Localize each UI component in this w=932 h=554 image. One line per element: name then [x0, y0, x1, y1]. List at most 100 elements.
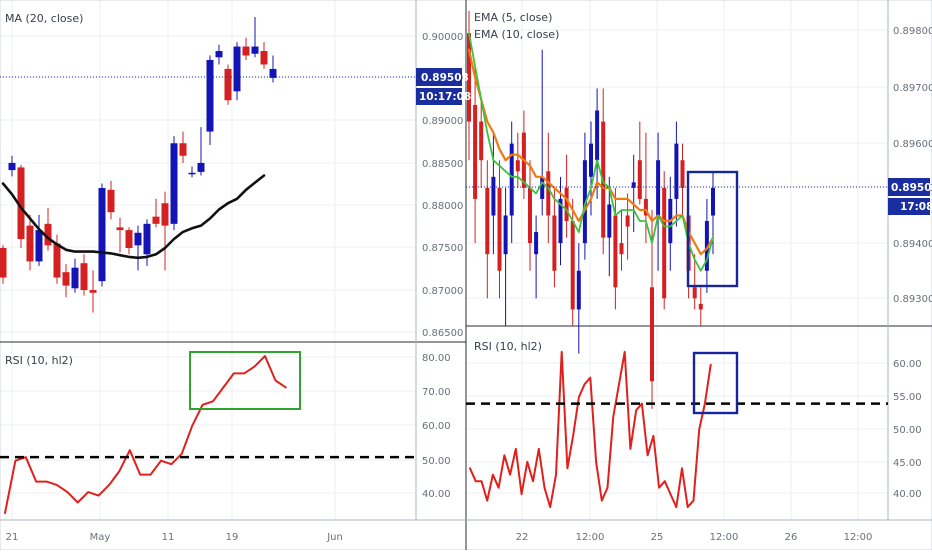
right-rsi-indicator-label[interactable]: RSI (10, hl2)	[474, 340, 542, 353]
candle-body	[62, 272, 70, 286]
y-tick-label: 50.00	[893, 425, 922, 436]
candle-body	[643, 198, 648, 216]
candle-body	[576, 270, 581, 310]
x-tick-label: 11	[162, 532, 175, 543]
candle-body	[650, 287, 654, 382]
candle-body	[582, 160, 587, 244]
rsi-highlight-box	[692, 351, 739, 415]
price-tags: 0.89503 10:17:08 0.89503 17:08	[416, 68, 932, 215]
grid	[0, 0, 888, 520]
ma-line	[1, 174, 266, 260]
candle-body	[509, 143, 514, 216]
candle-body	[540, 176, 545, 199]
candle-body	[564, 187, 569, 222]
candle-body	[662, 187, 667, 299]
candle-body	[161, 203, 169, 226]
y-tick-label: 50.00	[422, 456, 451, 467]
candle-body	[473, 104, 478, 199]
candle-body	[242, 46, 250, 56]
left-time-tag-bg	[416, 88, 462, 105]
candle-body	[233, 46, 241, 92]
candle-body	[479, 121, 484, 161]
candle-body	[698, 303, 703, 310]
candle-body	[215, 51, 223, 58]
right-time-tag-bg	[888, 198, 930, 215]
ema5-line	[468, 32, 714, 272]
y-tick-label: 0.90000	[422, 32, 463, 43]
y-tick-label: 70.00	[422, 387, 451, 398]
candle-body	[143, 223, 151, 255]
candle-body	[8, 162, 16, 171]
x-tick-label: 12:00	[576, 532, 605, 543]
x-tick-label: 22	[516, 532, 529, 543]
candle-body	[188, 172, 196, 175]
candle-body	[467, 33, 471, 122]
candle-body	[485, 187, 490, 255]
candle-body	[589, 143, 593, 177]
candle-body	[152, 216, 160, 224]
candle-body	[107, 189, 115, 213]
candle-body	[206, 59, 214, 132]
y-tick-label: 0.89300	[893, 294, 932, 305]
candle-body	[71, 267, 79, 289]
candle-body	[503, 215, 508, 255]
right-price-tag-bg	[888, 178, 930, 196]
candle-body	[595, 110, 600, 161]
y-tick-label: 0.86500	[422, 328, 463, 339]
candle-body	[116, 227, 124, 231]
candle-body	[224, 68, 232, 101]
candle-body	[260, 51, 268, 65]
candle-body	[528, 187, 532, 244]
candle-body	[170, 143, 178, 224]
x-tick-label: May	[90, 532, 111, 543]
price-highlight-box	[686, 170, 739, 288]
left-price-tag: 0.89503	[421, 72, 469, 84]
left-time-tag: 10:17:08	[419, 91, 471, 103]
candle-body	[552, 215, 557, 271]
x-tick-label: 12:00	[710, 532, 739, 543]
candle-body	[534, 232, 539, 255]
candle-body	[44, 223, 52, 246]
candle-body	[631, 182, 636, 188]
y-tick-label: 0.87000	[422, 286, 463, 297]
candle-body	[269, 68, 277, 78]
candle-body	[546, 171, 551, 216]
candle-body	[711, 187, 715, 216]
candle-body	[197, 162, 205, 172]
x-tick-label: Jun	[326, 532, 343, 543]
candle-body	[179, 143, 187, 156]
ma-indicator-label[interactable]: MA (20, close)	[5, 12, 83, 25]
y-tick-label: 0.88000	[422, 201, 463, 212]
candle-body	[26, 225, 34, 262]
candle-body	[680, 160, 685, 188]
candle-body	[625, 215, 630, 227]
candle-body	[89, 290, 97, 293]
candle-body	[35, 230, 43, 262]
ema10-indicator-label[interactable]: EMA (10, close)	[474, 28, 559, 41]
x-tick-label: 19	[226, 532, 239, 543]
candle-body	[0, 247, 7, 278]
candle-body	[674, 143, 679, 199]
annotations	[0, 76, 888, 459]
candle-body	[80, 263, 88, 291]
candle-body	[692, 287, 697, 299]
ema10-line	[467, 48, 715, 256]
candle-body	[53, 243, 61, 278]
chart-marks	[0, 11, 715, 514]
right-time-tag: 17:08	[900, 201, 932, 213]
x-tick-label: 12:00	[844, 532, 873, 543]
candle-body	[607, 204, 612, 238]
x-tick-label: 25	[651, 532, 664, 543]
candle-body	[656, 160, 661, 216]
candle-body	[619, 243, 624, 255]
ema5-indicator-label[interactable]: EMA (5, close)	[474, 11, 552, 24]
y-tick-label: 55.00	[893, 392, 922, 403]
y-tick-label: 45.00	[893, 458, 922, 469]
candle-body	[637, 160, 642, 199]
candle-body	[497, 187, 502, 271]
candle-body	[98, 188, 106, 282]
left-rsi-indicator-label[interactable]: RSI (10, hl2)	[5, 354, 73, 367]
x-tick-label: 21	[6, 532, 19, 543]
